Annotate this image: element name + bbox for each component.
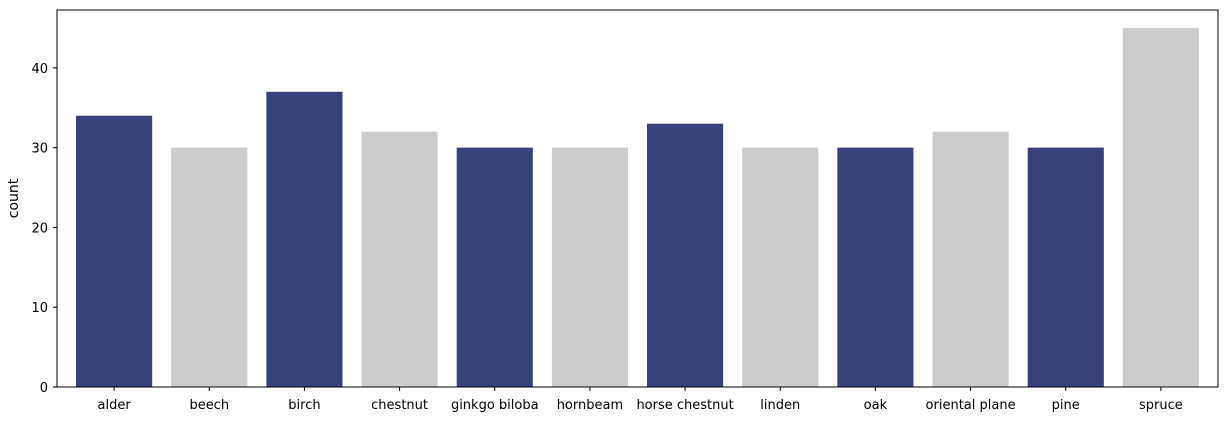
x-axis: alder beech birch chestnut ginkgo biloba horn…: [98, 387, 1183, 413]
y-tick-label: 20: [31, 221, 48, 236]
x-tick-label: horse chestnut: [636, 398, 733, 413]
bar-oak: [837, 147, 914, 387]
bar-beech: [171, 147, 248, 387]
y-tick-label: 40: [31, 62, 48, 77]
x-tick-label: chestnut: [371, 398, 428, 413]
bar-alder: [76, 115, 153, 387]
x-tick-label: oak: [864, 398, 888, 413]
bar-spruce: [1122, 27, 1199, 387]
plot-area-frame: [56, 9, 1219, 388]
bar-oriental-plane: [932, 131, 1009, 387]
bar-birch: [266, 91, 343, 387]
y-tick-label: 10: [31, 301, 48, 316]
bar-ginkgo-biloba: [456, 147, 533, 387]
y-tick-label: 0: [40, 381, 48, 396]
x-tick-label: alder: [98, 398, 132, 413]
bars-layer: [76, 27, 1199, 387]
y-tick-label: 30: [31, 142, 48, 157]
bar-chestnut: [361, 131, 438, 387]
x-tick-label: oriental plane: [926, 398, 1016, 413]
x-tick-label: beech: [189, 398, 229, 413]
x-tick-label: birch: [288, 398, 320, 413]
x-tick-label: spruce: [1139, 398, 1183, 413]
x-tick-label: ginkgo biloba: [451, 398, 539, 413]
y-axis-label: count: [6, 178, 22, 218]
y-axis: 0 10 20 30 40: [31, 62, 57, 396]
bar-hornbeam: [551, 147, 628, 387]
bar-pine: [1027, 147, 1104, 387]
bar-linden: [742, 147, 819, 387]
x-tick-label: linden: [760, 398, 800, 413]
axes-layer: [56, 9, 1219, 388]
bar-horse-chestnut: [647, 123, 724, 387]
x-tick-label: pine: [1052, 398, 1080, 413]
x-tick-label: hornbeam: [557, 398, 623, 413]
